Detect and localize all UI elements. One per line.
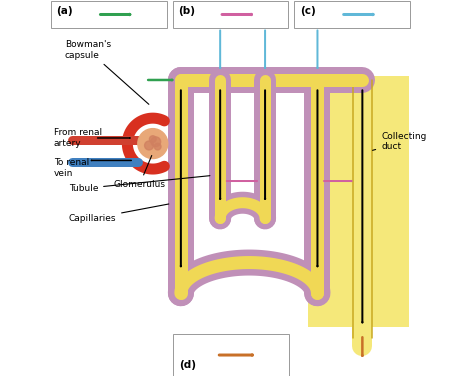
Text: (d): (d): [179, 360, 196, 370]
Text: Glomerulus: Glomerulus: [113, 155, 165, 189]
FancyBboxPatch shape: [173, 2, 288, 28]
FancyBboxPatch shape: [51, 2, 167, 28]
Text: Capillaries: Capillaries: [69, 204, 169, 223]
Text: (a): (a): [56, 6, 73, 16]
Circle shape: [149, 136, 156, 143]
Text: Tubule: Tubule: [69, 176, 210, 193]
FancyBboxPatch shape: [173, 334, 290, 375]
FancyBboxPatch shape: [294, 2, 410, 28]
Text: Bowman's
capsule: Bowman's capsule: [65, 40, 149, 104]
Text: To renal
vein: To renal vein: [54, 158, 89, 178]
Circle shape: [155, 143, 161, 150]
Bar: [308, 76, 409, 327]
Text: Collecting
duct: Collecting duct: [373, 132, 427, 152]
Text: From renal
artery: From renal artery: [54, 128, 102, 148]
Text: (b): (b): [178, 6, 195, 16]
Circle shape: [151, 137, 161, 147]
Text: (c): (c): [300, 6, 316, 16]
Circle shape: [145, 141, 154, 150]
Circle shape: [138, 129, 168, 159]
